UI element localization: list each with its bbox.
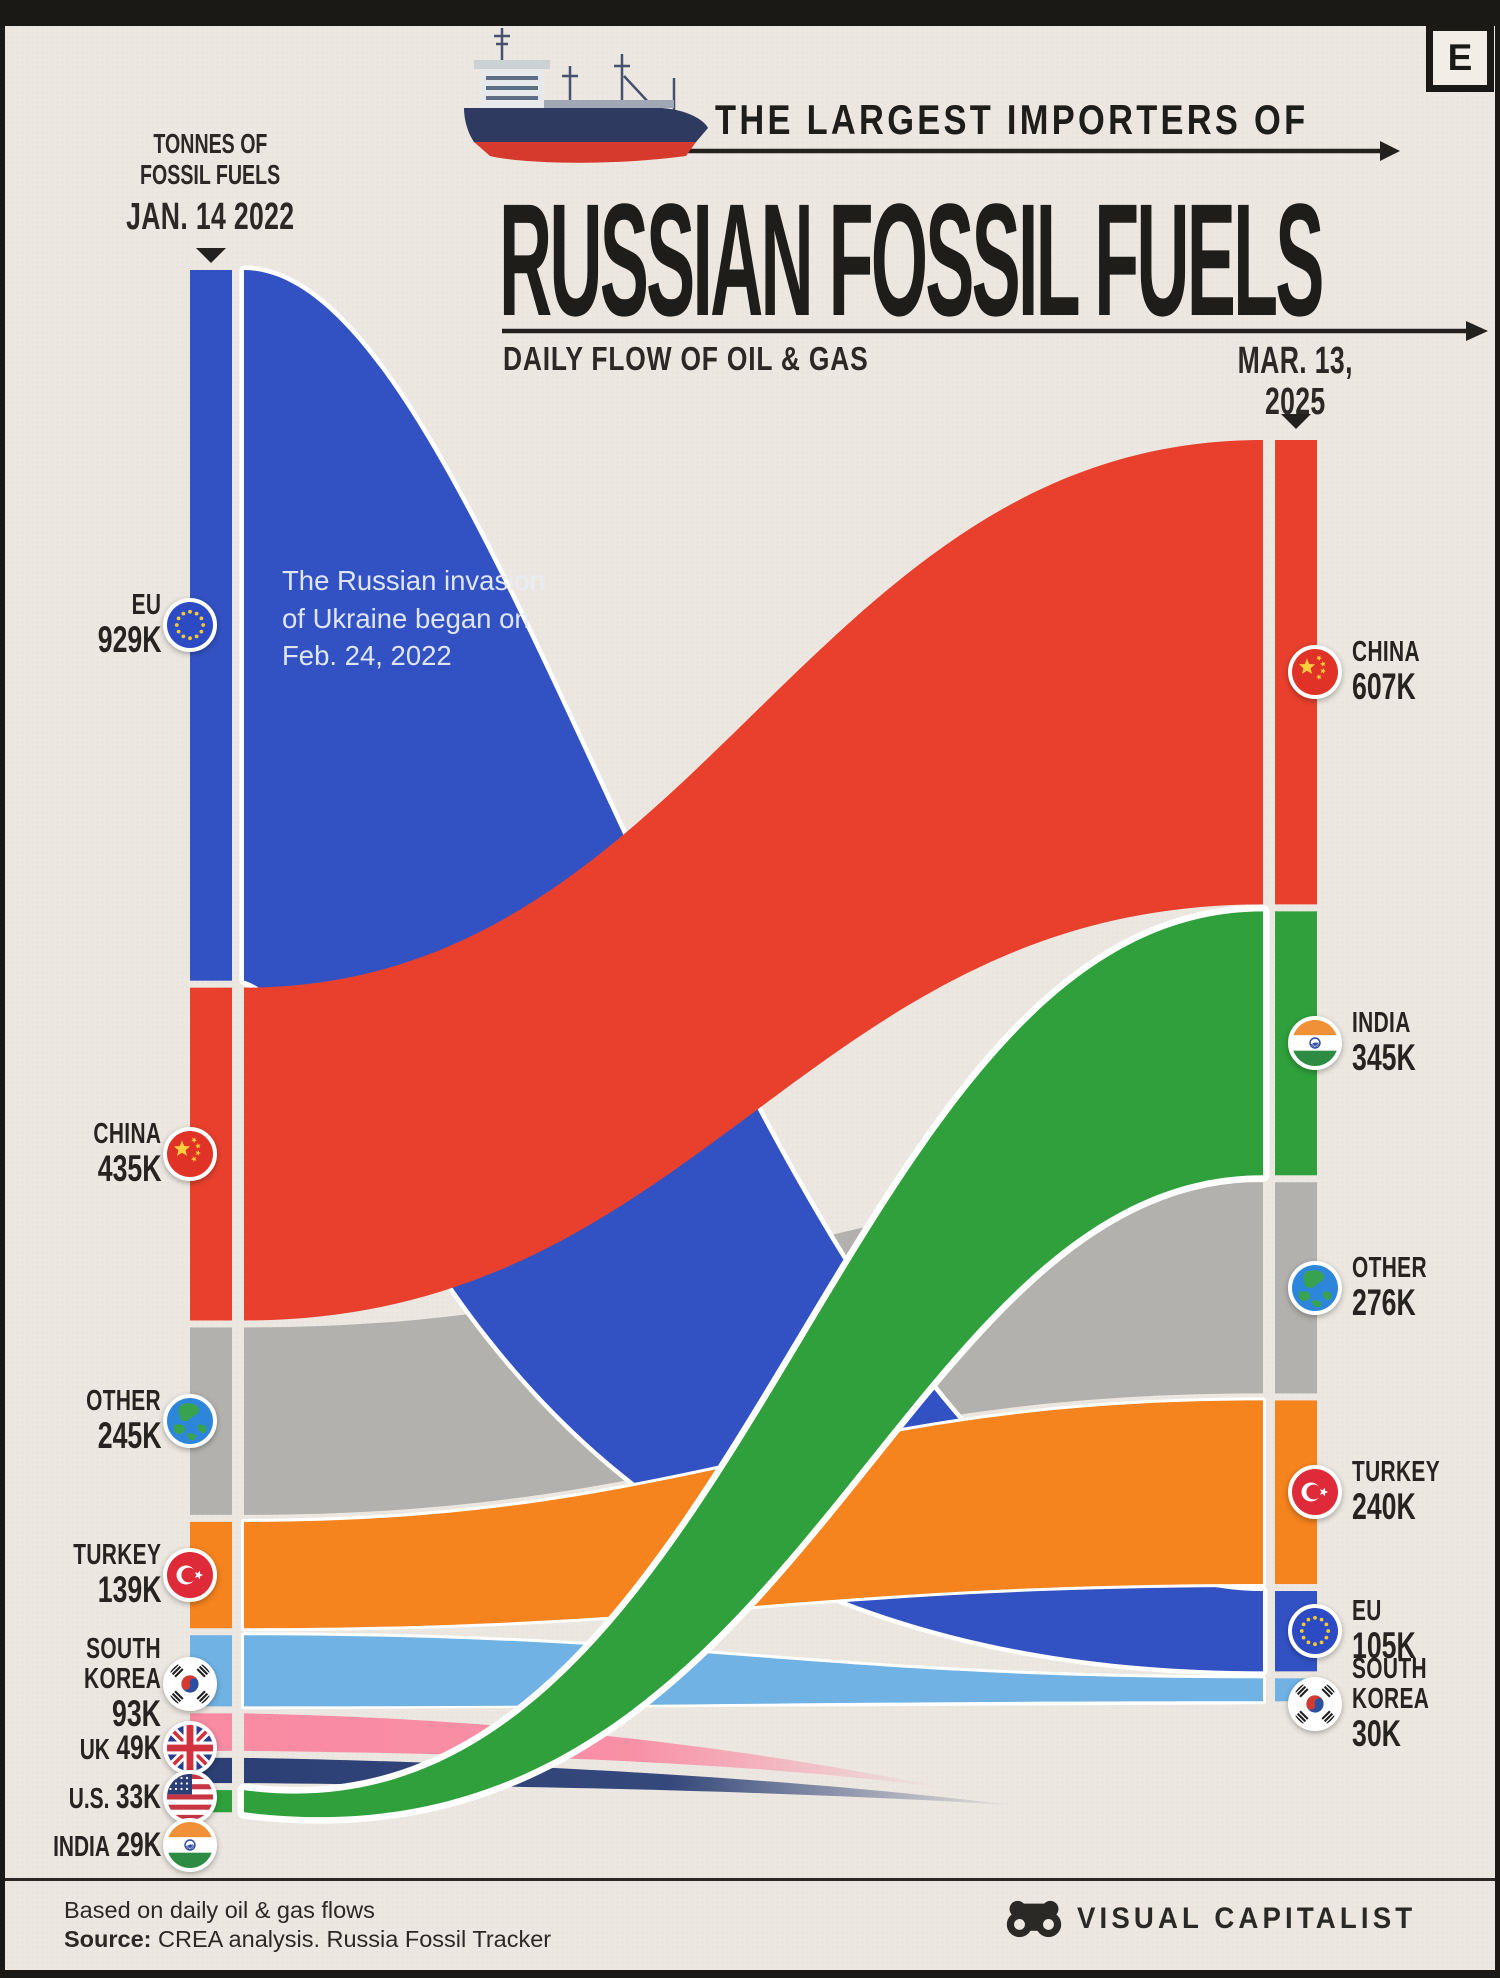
binoculars-icon [1006,1900,1062,1938]
node-bar-china [190,987,232,1321]
flow-band-uk [244,1713,948,1789]
node-bar-other [190,1327,232,1515]
flow-band-china [244,440,1263,1321]
node-bar-south-korea [190,1635,232,1707]
right-axis-label: MAR. 13, 2025 [1180,341,1410,423]
brand-name: VISUAL CAPITALIST [1077,1902,1417,1935]
title-arrow-icon [502,321,1488,341]
oil-tanker-illustration [464,28,708,163]
flow-band-india [237,904,1270,1824]
node-bar-turkey [1275,1400,1317,1585]
left-axis-pointer-icon [196,248,226,263]
ship-masts-icon [494,28,676,110]
left-axis-date: JAN. 14 2022 [125,196,295,238]
node-bar-uk [190,1713,232,1751]
page-title: RUSSIAN FOSSIL FUELS [499,170,1324,349]
footer-divider [0,1878,1500,1881]
node-bar-south-korea [1275,1678,1317,1702]
source-label: Source: [64,1925,152,1952]
node-bar-eu [190,270,232,981]
left-axis-line1: TONNES OF [153,128,267,159]
elements-logo: E [1426,24,1494,92]
axis-marks [196,141,1488,429]
kicker: THE LARGEST IMPORTERS OF [715,96,1309,143]
right-axis-date-line1: MAR. 13, [1237,340,1353,382]
left-axis-label: TONNES OF FOSSIL FUELS JAN. 14 2022 [85,128,335,238]
node-bar-india [1275,911,1317,1176]
kicker-arrow-icon [672,141,1400,161]
node-bar-china [1275,440,1317,905]
node-bar-other [1275,1182,1317,1394]
visual-capitalist-logo: VISUAL CAPITALIST [1005,1898,1446,1940]
footer-source-line: Source: CREA analysis. Russia Fossil Tra… [64,1925,551,1954]
left-axis-line2: FOSSIL FUELS [139,159,281,190]
footer-basis-text: Based on daily oil & gas flows [64,1897,375,1923]
flow-bands [237,265,1270,1824]
node-bar-india [190,1790,232,1813]
node-bar-eu [1275,1591,1317,1672]
annotation-ukraine-invasion: The Russian invasion of Ukraine began on… [282,565,545,671]
footer-note: Based on daily oil & gas flows Source: C… [64,1896,551,1953]
node-bar-u-s- [190,1757,232,1784]
source-text: CREA analysis. Russia Fossil Tracker [151,1925,552,1952]
right-axis-pointer-icon [1281,414,1311,429]
right-axis-date-line2: 2025 [1264,381,1326,423]
subtitle: DAILY FLOW OF OIL & GAS [503,340,869,377]
node-bar-turkey [190,1521,232,1629]
